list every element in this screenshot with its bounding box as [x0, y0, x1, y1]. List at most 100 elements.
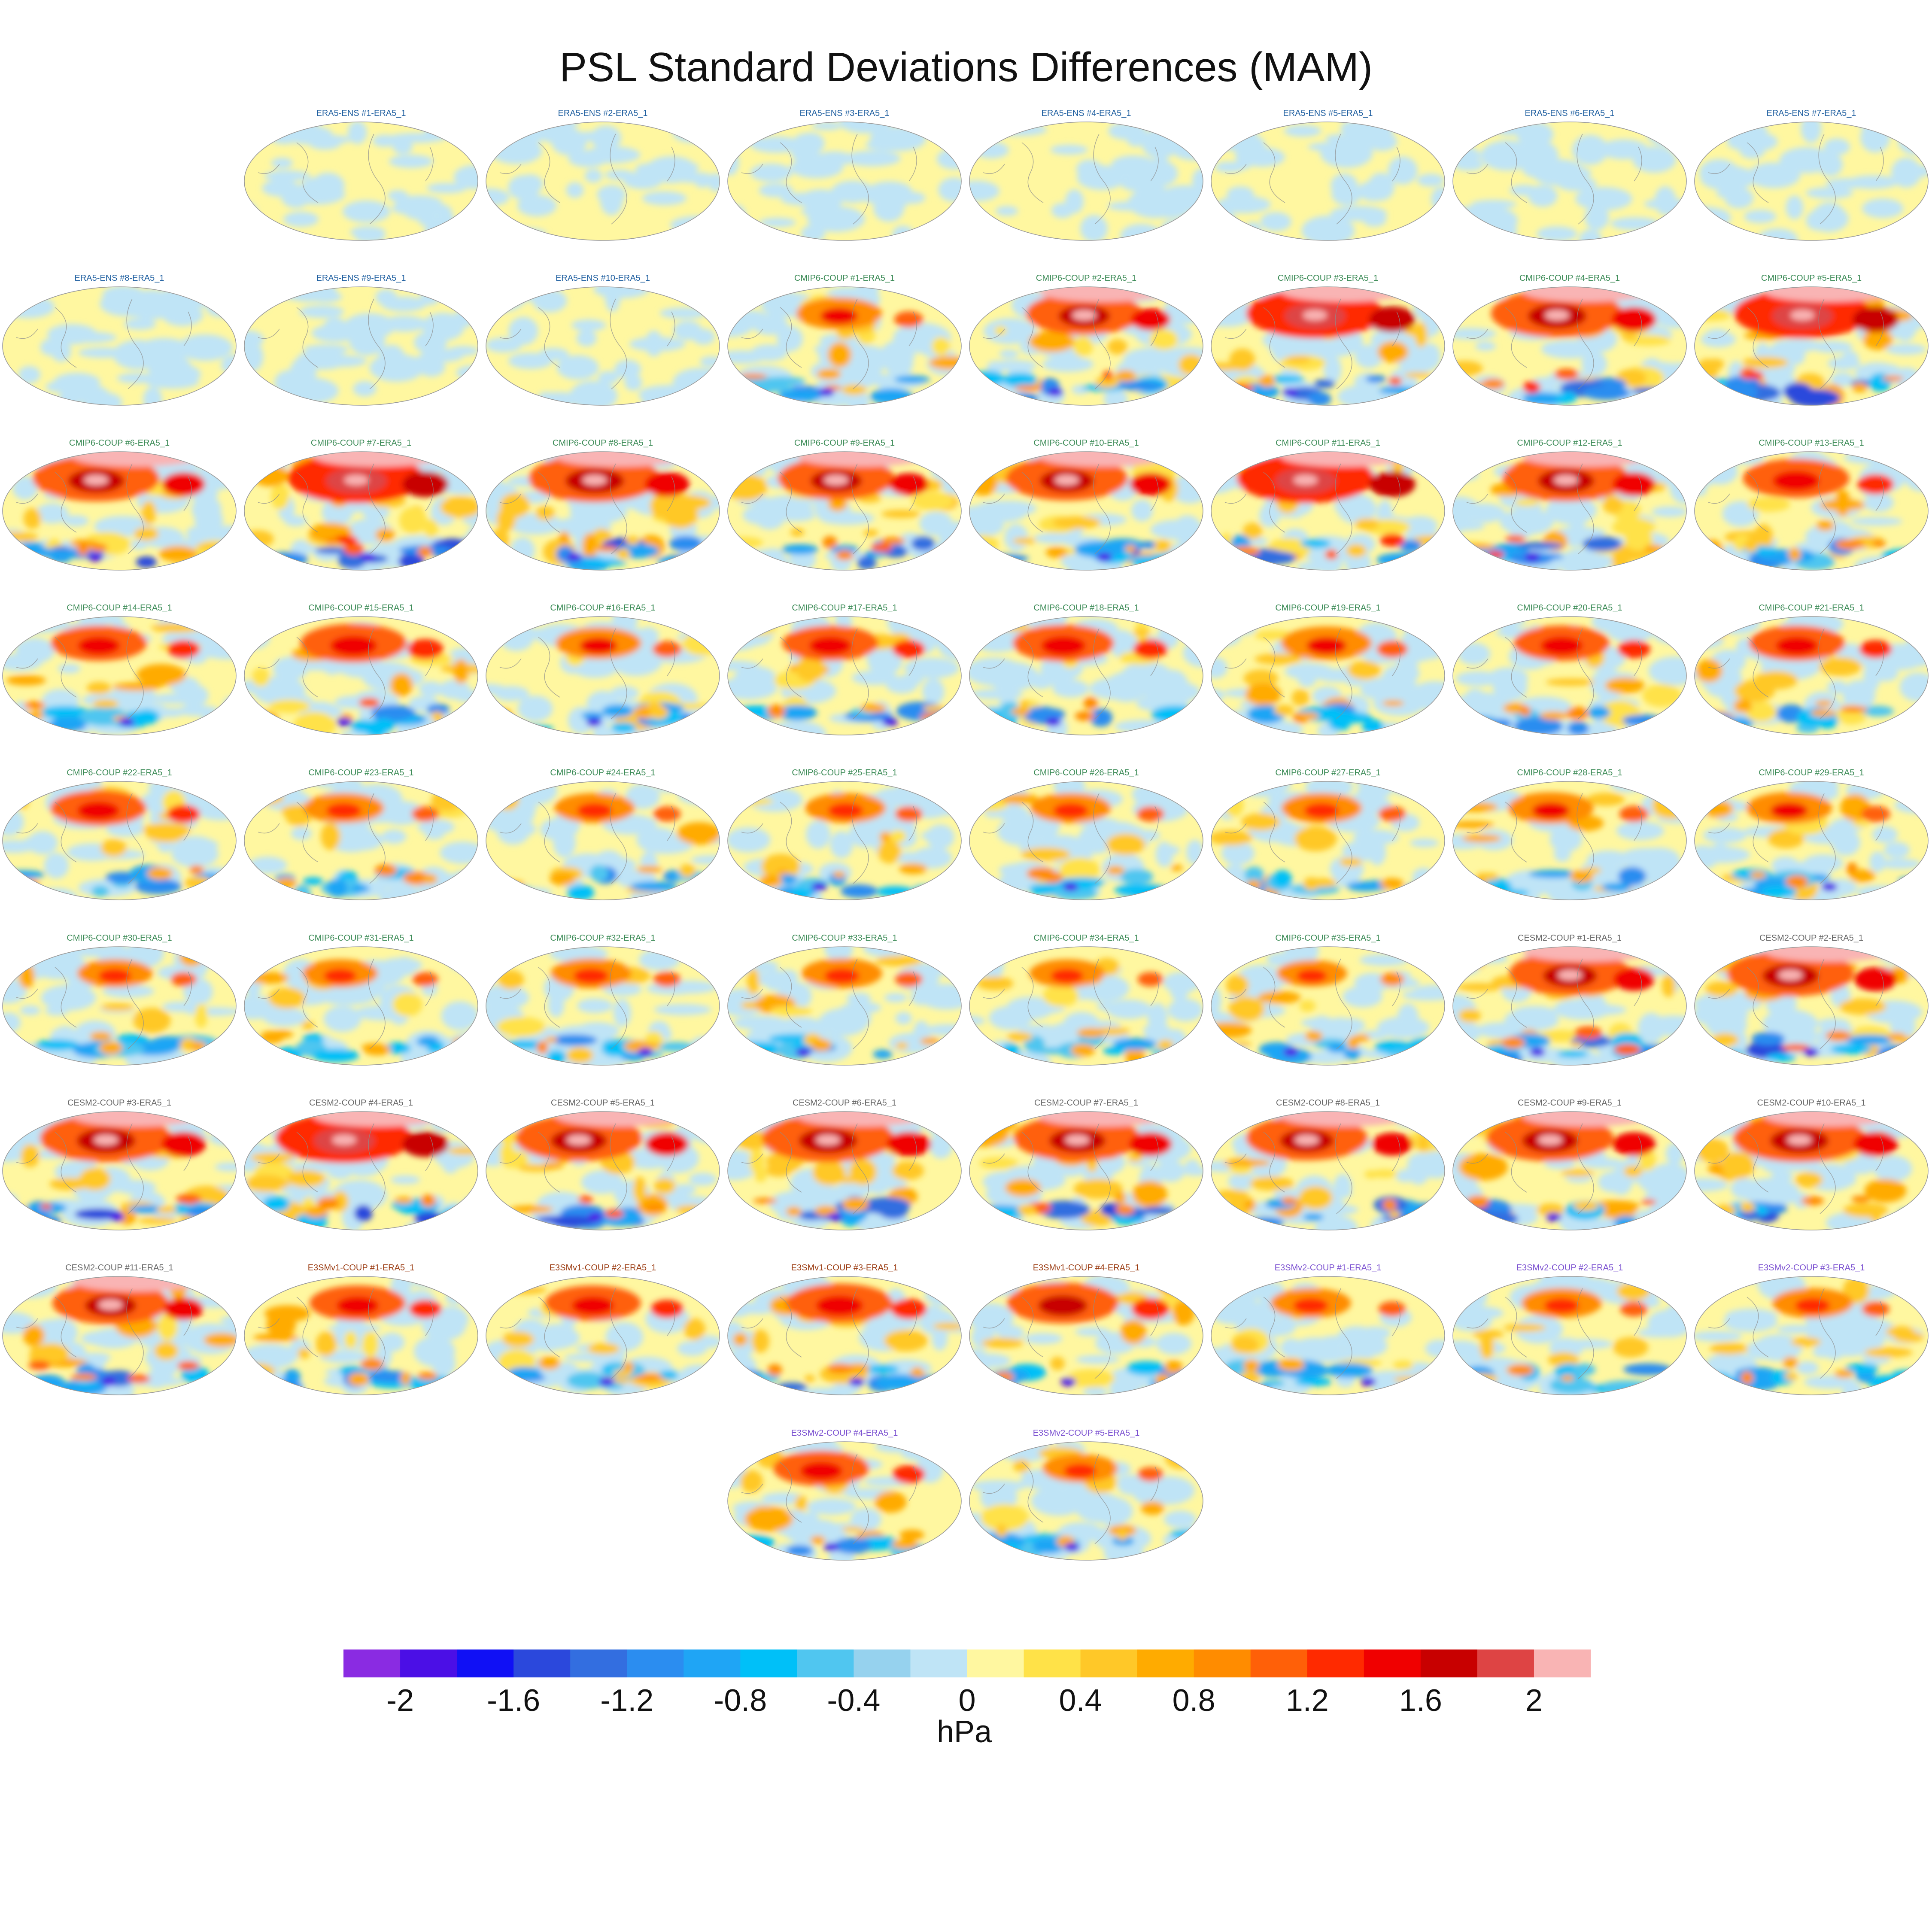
map-panel: CESM2-COUP #8-ERA5_1: [1211, 1098, 1445, 1230]
colorbar-box: [1364, 1649, 1421, 1677]
map-panel-title: CMIP6-COUP #15-ERA5_1: [308, 603, 413, 613]
map-panel-title: E3SMv2-COUP #5-ERA5_1: [1033, 1428, 1140, 1438]
map-panel: ERA5-ENS #2-ERA5_1: [486, 109, 720, 241]
map-field: [1453, 1276, 1686, 1395]
map-panel-title: CMIP6-COUP #20-ERA5_1: [1517, 603, 1622, 613]
colorbar-tick-label: -1.6: [487, 1683, 540, 1718]
map-field: [244, 452, 478, 570]
map-panel: E3SMv2-COUP #2-ERA5_1: [1452, 1263, 1687, 1395]
map-field: [969, 287, 1203, 405]
colorbar-box: [1420, 1649, 1478, 1677]
map-panel: CMIP6-COUP #29-ERA5_1: [1694, 768, 1929, 900]
map-panel: ERA5-ENS #9-ERA5_1: [244, 273, 478, 406]
map-panel-title: CMIP6-COUP #11-ERA5_1: [1276, 438, 1380, 448]
map-field: [3, 287, 236, 405]
map-panel-title: E3SMv1-COUP #1-ERA5_1: [308, 1263, 415, 1273]
map-panel-title: CMIP6-COUP #18-ERA5_1: [1033, 603, 1139, 613]
map-panel-title: ERA5-ENS #2-ERA5_1: [558, 109, 648, 118]
map-field: [1453, 617, 1686, 735]
colorbar-box: [627, 1649, 684, 1677]
map-panel-title: CMIP6-COUP #23-ERA5_1: [308, 768, 413, 778]
map-field: [1453, 781, 1686, 900]
map-field: [1211, 1112, 1445, 1230]
colorbar-box: [343, 1649, 401, 1677]
map-field: [1453, 947, 1686, 1065]
map-panel: CMIP6-COUP #2-ERA5_1: [969, 273, 1203, 406]
map-panel-title: CMIP6-COUP #17-ERA5_1: [792, 603, 897, 613]
map-panel-title: E3SMv1-COUP #3-ERA5_1: [791, 1263, 898, 1273]
map-panel-title: CMIP6-COUP #32-ERA5_1: [550, 933, 655, 943]
map-panel: CMIP6-COUP #32-ERA5_1: [486, 933, 720, 1066]
map-panel: ERA5-ENS #8-ERA5_1: [2, 273, 237, 406]
map-panel: CESM2-COUP #1-ERA5_1: [1452, 933, 1687, 1066]
colorbar-tick-label: 0.8: [1173, 1683, 1215, 1718]
colorbar-tick-label: -0.4: [827, 1683, 880, 1718]
map-panel-title: CMIP6-COUP #14-ERA5_1: [67, 603, 172, 613]
map-panel-title: CMIP6-COUP #27-ERA5_1: [1275, 768, 1380, 778]
map-panel-title: CMIP6-COUP #26-ERA5_1: [1033, 768, 1139, 778]
map-panel-title: CMIP6-COUP #30-ERA5_1: [67, 933, 172, 943]
map-panel-title: CMIP6-COUP #2-ERA5_1: [1036, 273, 1136, 283]
map-field: [244, 947, 478, 1065]
map-panel-title: CESM2-COUP #5-ERA5_1: [551, 1098, 655, 1108]
map-panel-title: CESM2-COUP #8-ERA5_1: [1276, 1098, 1380, 1108]
colorbar-box: [1080, 1649, 1138, 1677]
map-panel-title: CMIP6-COUP #34-ERA5_1: [1033, 933, 1139, 943]
map-panel-title: CESM2-COUP #6-ERA5_1: [793, 1098, 896, 1108]
colorbar-box: [400, 1649, 457, 1677]
map-panel-title: CESM2-COUP #11-ERA5_1: [65, 1263, 173, 1273]
map-panel: CESM2-COUP #5-ERA5_1: [486, 1098, 720, 1230]
map-panel: CMIP6-COUP #20-ERA5_1: [1452, 603, 1687, 735]
map-panel-title: ERA5-ENS #6-ERA5_1: [1525, 109, 1615, 118]
map-panel-title: CMIP6-COUP #25-ERA5_1: [792, 768, 897, 778]
map-panel-title: CMIP6-COUP #22-ERA5_1: [67, 768, 172, 778]
map-panel-title: CMIP6-COUP #9-ERA5_1: [794, 438, 895, 448]
colorbar-unit-label: hPa: [937, 1715, 992, 1749]
map-panel: CMIP6-COUP #7-ERA5_1: [244, 438, 478, 571]
map-panel-title: CMIP6-COUP #7-ERA5_1: [311, 438, 411, 448]
map-panel-title: CESM2-COUP #4-ERA5_1: [309, 1098, 413, 1108]
map-field: [1453, 452, 1686, 570]
map-panel: CMIP6-COUP #12-ERA5_1: [1452, 438, 1687, 571]
map-panel-title: CESM2-COUP #3-ERA5_1: [67, 1098, 171, 1108]
map-panel-title: CMIP6-COUP #3-ERA5_1: [1278, 273, 1378, 283]
colorbar-tick-label: 0.4: [1059, 1683, 1102, 1718]
map-panel-title: CMIP6-COUP #5-ERA5_1: [1761, 273, 1862, 283]
map-panel-title: CMIP6-COUP #6-ERA5_1: [69, 438, 170, 448]
map-panel-title: CESM2-COUP #10-ERA5_1: [1757, 1098, 1865, 1108]
colorbar-box: [1307, 1649, 1364, 1677]
map-panel-title: ERA5-ENS #3-ERA5_1: [800, 109, 890, 118]
map-field: [486, 1112, 720, 1230]
map-panel-title: CMIP6-COUP #24-ERA5_1: [550, 768, 655, 778]
map-field: [244, 287, 478, 405]
map-field: [486, 287, 720, 405]
map-panel-title: CESM2-COUP #7-ERA5_1: [1034, 1098, 1138, 1108]
map-panel-title: E3SMv1-COUP #2-ERA5_1: [550, 1263, 656, 1273]
colorbar-box: [1137, 1649, 1194, 1677]
map-panel-title: CMIP6-COUP #1-ERA5_1: [794, 273, 895, 283]
map-panel: CESM2-COUP #11-ERA5_1: [2, 1263, 237, 1395]
map-field: [728, 1112, 961, 1230]
map-field: [3, 947, 236, 1065]
map-panel-title: CMIP6-COUP #19-ERA5_1: [1275, 603, 1380, 613]
colorbar-box: [1477, 1649, 1534, 1677]
map-panel: ERA5-ENS #10-ERA5_1: [486, 273, 720, 406]
map-panel-title: CMIP6-COUP #4-ERA5_1: [1519, 273, 1620, 283]
map-panel: CMIP6-COUP #31-ERA5_1: [244, 933, 478, 1066]
map-panel: CMIP6-COUP #5-ERA5_1: [1694, 273, 1929, 406]
colorbar-tick-label: -2: [386, 1683, 414, 1718]
map-panel-title: CMIP6-COUP #28-ERA5_1: [1517, 768, 1622, 778]
map-panel-title: E3SMv2-COUP #1-ERA5_1: [1275, 1263, 1382, 1273]
colorbar-tick-label: 1.2: [1286, 1683, 1329, 1718]
map-panel-title: E3SMv2-COUP #4-ERA5_1: [791, 1428, 898, 1438]
colorbar-box: [1194, 1649, 1251, 1677]
map-panel-title: CMIP6-COUP #12-ERA5_1: [1517, 438, 1622, 448]
colorbar-box: [1250, 1649, 1308, 1677]
map-panel-title: ERA5-ENS #5-ERA5_1: [1283, 109, 1373, 118]
map-panel: CMIP6-COUP #11-ERA5_1: [1211, 438, 1445, 571]
map-panel-title: CMIP6-COUP #31-ERA5_1: [308, 933, 413, 943]
colorbar-tick-label: 0: [958, 1683, 975, 1718]
map-panel: CESM2-COUP #6-ERA5_1: [727, 1098, 962, 1230]
